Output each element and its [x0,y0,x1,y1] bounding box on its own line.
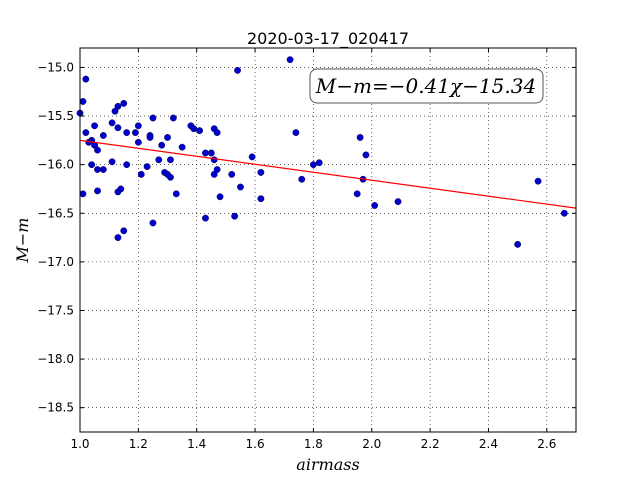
data-points [76,56,568,248]
data-point [134,122,142,130]
data-point [231,212,239,220]
y-tick-label: −18.0 [37,352,74,366]
data-point [560,209,568,217]
data-point [190,125,198,133]
data-point [248,153,256,161]
data-point [94,166,101,173]
data-point [353,190,361,198]
data-point [237,183,244,191]
data-point [362,151,370,159]
data-point [534,177,542,185]
data-point [315,159,323,167]
y-tick-label: −18.5 [37,401,74,415]
data-point [132,129,139,136]
data-point [91,122,98,130]
y-tick-label: −16.5 [37,206,74,220]
grid-lines [80,48,576,432]
plot-frame [79,47,577,433]
x-tick-label: 2.6 [537,437,556,451]
y-tick-label: −17.0 [37,255,74,269]
x-tick-label: 1.8 [304,437,323,451]
x-tick-label: 1.6 [246,437,265,451]
y-axis-ticks: −15.0 −15.5 −16.0 −16.5 −17.0 −17.5 −18.0 −18.5 [37,60,576,415]
y-tick-label: −15.5 [37,109,74,123]
data-point [149,114,157,122]
x-axis-ticks: 1.0 1.2 1.4 1.6 1.8 2.0 2.2 2.4 2.6 [70,48,556,451]
data-point [207,149,215,157]
data-point [123,161,131,169]
data-point [114,102,122,110]
fit-line [79,139,577,209]
data-point [202,214,209,222]
data-point [99,166,107,173]
data-point [371,202,379,209]
data-point [257,195,265,203]
data-point [356,134,364,141]
data-point [169,114,177,122]
equation-box: M−m=−0.41χ−15.34 [309,68,544,104]
data-point [172,190,180,198]
data-point [178,143,186,151]
x-tick-label: 2.0 [362,437,381,451]
y-tick-label: −17.5 [37,303,74,317]
data-point [196,127,204,135]
y-axis-label: M−m [13,218,32,264]
data-point [82,129,90,136]
data-point [158,141,166,149]
equation-box-frame [309,68,544,104]
data-point [123,129,131,136]
data-point [143,163,151,171]
data-point [210,156,218,164]
data-point [120,227,128,235]
data-point [134,138,142,146]
data-point [234,66,241,74]
data-point [286,56,294,64]
data-point [228,170,236,178]
x-tick-label: 1.0 [70,437,89,451]
data-point [167,156,174,164]
data-point [117,185,125,193]
data-point [79,98,87,105]
fit-equation: M−m=−0.41χ−15.34 [315,74,536,98]
data-point [202,149,209,157]
data-point [79,190,87,198]
data-point [310,161,317,169]
x-tick-label: 1.2 [129,437,148,451]
x-tick-label: 1.4 [187,437,206,451]
data-point [82,75,90,83]
y-tick-label: −15.0 [37,60,74,74]
data-point [213,129,221,136]
data-point [216,193,224,201]
plot-area [80,48,576,432]
data-point [88,161,96,169]
data-point [167,173,174,181]
data-point [155,156,163,164]
y-tick-label: −16.0 [37,158,74,172]
data-point [99,132,107,139]
data-point [146,134,154,141]
fit-line-group [79,139,577,209]
data-point [164,134,171,141]
data-point [108,119,116,127]
data-point [94,187,101,195]
x-axis-label: airmass [296,455,359,474]
data-point [114,234,122,241]
x-tick-label: 2.2 [421,437,440,451]
data-point [298,175,306,183]
data-point [94,146,101,154]
chart-title: 2020-03-17_020417 [247,29,409,49]
data-point [108,158,116,166]
data-point [257,169,265,176]
data-point [149,219,157,227]
data-point [120,100,128,107]
data-point [514,240,522,248]
data-point [114,124,122,132]
data-point [292,129,300,136]
data-point [394,198,402,206]
x-tick-label: 2.4 [479,437,498,451]
data-point [137,170,145,178]
data-point [213,166,221,173]
